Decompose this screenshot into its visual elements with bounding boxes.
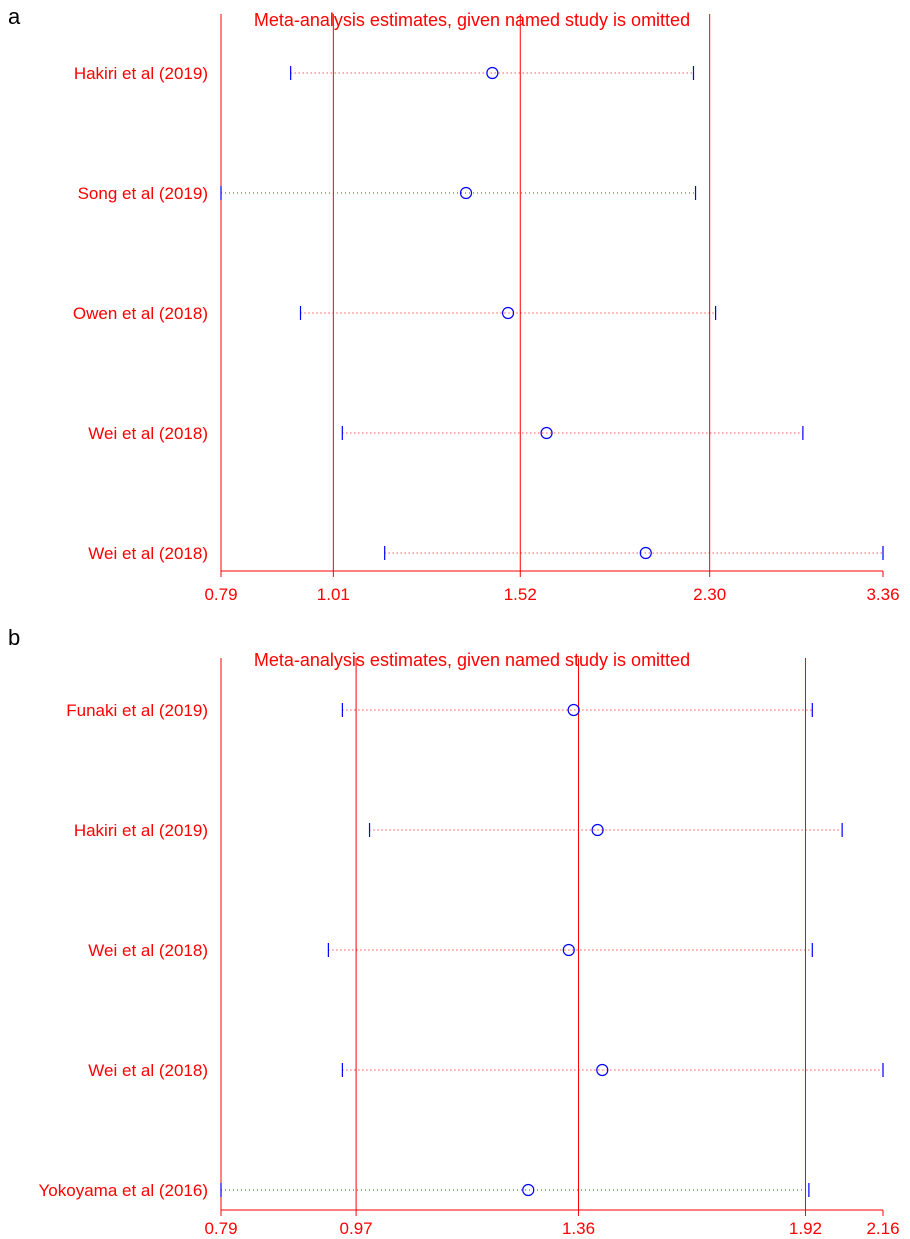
study-label: Song et al (2019)	[78, 184, 208, 203]
study-label: Owen et al (2018)	[73, 304, 208, 323]
chart-panel-a: a Meta-analysis estimates, given named st…	[8, 4, 900, 604]
x-tick-label: 0.79	[204, 585, 237, 604]
estimate-point	[522, 1183, 535, 1197]
x-tick-label: 0.97	[340, 1219, 373, 1238]
chart-title: Meta-analysis estimates, given named stu…	[254, 10, 690, 30]
x-tick-label: 1.52	[504, 585, 537, 604]
estimate-point	[501, 306, 515, 320]
panel-letter: b	[8, 625, 20, 650]
x-tick-label: 0.79	[204, 1219, 237, 1238]
x-tick-label: 2.30	[693, 585, 726, 604]
panel-letter: a	[8, 4, 21, 29]
study-label: Hakiri et al (2019)	[74, 64, 208, 83]
x-tick-label: 2.16	[866, 1219, 899, 1238]
x-tick-label: 1.92	[789, 1219, 822, 1238]
study-label: Wei et al (2018)	[88, 544, 208, 563]
estimate-point	[567, 703, 580, 717]
estimate-point	[540, 426, 553, 440]
estimate-point	[486, 66, 499, 80]
x-tick-label: 3.36	[866, 585, 899, 604]
estimate-point	[591, 823, 604, 837]
study-label: Yokoyama et al (2016)	[39, 1181, 208, 1200]
study-label: Funaki et al (2019)	[66, 701, 208, 720]
study-label: Wei et al (2018)	[88, 424, 208, 443]
x-tick-label: 1.36	[562, 1219, 595, 1238]
chart-panel-b: b Meta-analysis estimates, given named st…	[8, 625, 900, 1238]
estimate-point	[596, 1063, 609, 1077]
estimate-point	[459, 186, 473, 200]
x-tick-label: 1.01	[317, 585, 350, 604]
study-label: Wei et al (2018)	[88, 1061, 208, 1080]
estimate-point	[562, 943, 575, 957]
study-label: Wei et al (2018)	[88, 941, 208, 960]
estimate-point	[639, 546, 652, 560]
chart-title: Meta-analysis estimates, given named stu…	[254, 650, 690, 670]
study-label: Hakiri et al (2019)	[74, 821, 208, 840]
